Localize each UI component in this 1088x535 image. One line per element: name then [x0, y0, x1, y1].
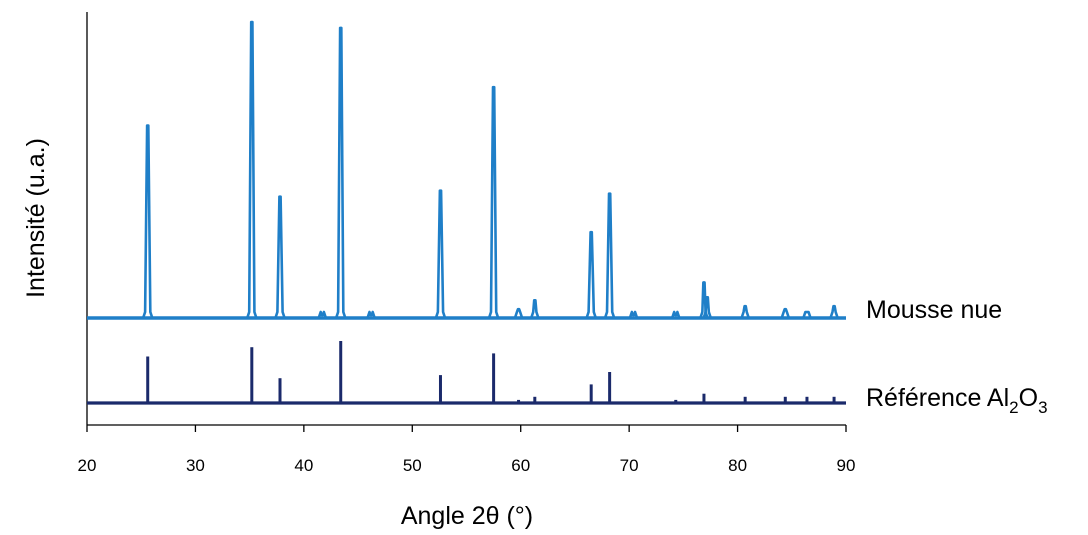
x-tick-label-60: 60: [511, 456, 530, 475]
peak-0-0: [141, 124, 154, 319]
peak-0-2: [274, 195, 286, 319]
x-tick-label-50: 50: [403, 456, 422, 475]
peak-0-17: [780, 307, 791, 319]
peak-0-13: [670, 310, 681, 319]
series-label-reference-main: Référence Al: [866, 384, 1009, 412]
series-label-reference-sub2: 3: [1038, 398, 1047, 417]
x-axis-title: Angle 2θ (°): [401, 502, 533, 530]
peak-0-15: [702, 295, 713, 319]
peak-0-5: [366, 310, 376, 319]
peak-0-19: [829, 304, 839, 319]
x-ticks: [86, 425, 847, 432]
y-axis-title: Intensité (u.a.): [22, 138, 50, 298]
x-tick-label-20: 20: [78, 456, 97, 475]
series-mousse-nue: [87, 20, 846, 320]
peak-0-16: [740, 304, 750, 319]
series-label-mousse-nue: Mousse nue: [866, 296, 1002, 324]
series-label-reference: Référence Al2O3: [866, 384, 1048, 417]
x-tick-label-40: 40: [294, 456, 313, 475]
x-tick-label-90: 90: [837, 456, 856, 475]
x-tick-label-80: 80: [728, 456, 747, 475]
peak-0-9: [529, 298, 540, 319]
series-reference-al2o3: [87, 341, 846, 405]
peak-0-12: [628, 310, 639, 319]
x-tick-labels: 20 30 40 50 60 70 80 90: [78, 456, 856, 475]
series-label-reference-mid: O: [1019, 384, 1038, 412]
peak-0-7: [487, 85, 500, 319]
peak-0-11: [603, 192, 616, 319]
x-tick-label-70: 70: [620, 456, 639, 475]
peak-0-4: [334, 26, 347, 319]
peak-0-1: [245, 20, 258, 319]
peak-0-8: [513, 307, 524, 319]
series-label-reference-sub1: 2: [1009, 398, 1018, 417]
peak-0-10: [585, 230, 598, 319]
peak-0-6: [434, 189, 447, 319]
x-tick-label-30: 30: [186, 456, 205, 475]
peak-0-18: [802, 310, 812, 319]
peak-0-3: [317, 310, 328, 319]
